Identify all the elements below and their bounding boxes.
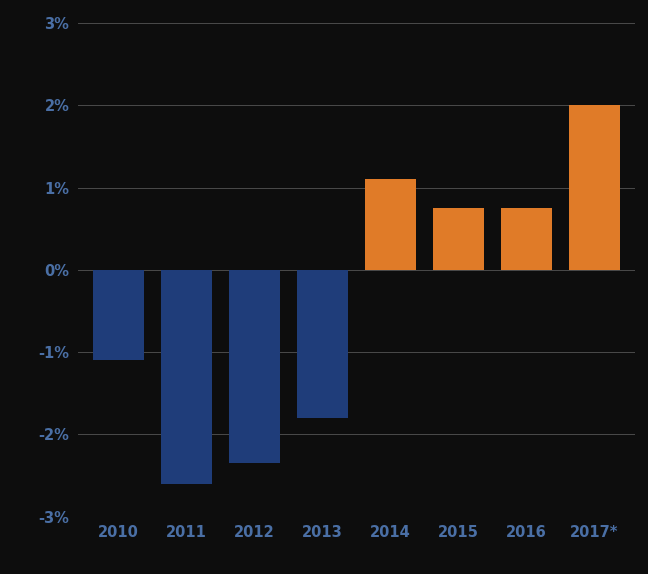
- Bar: [365, 179, 416, 270]
- Bar: [93, 270, 144, 360]
- Bar: [569, 105, 619, 270]
- Bar: [161, 270, 212, 484]
- Bar: [501, 208, 552, 270]
- Bar: [229, 270, 280, 463]
- Bar: [433, 208, 484, 270]
- Bar: [297, 270, 348, 418]
